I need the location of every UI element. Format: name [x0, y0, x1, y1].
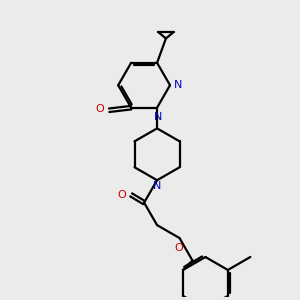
Text: O: O — [118, 190, 126, 200]
Text: N: N — [174, 80, 182, 90]
Text: O: O — [96, 104, 104, 114]
Text: N: N — [153, 182, 161, 191]
Text: N: N — [154, 112, 162, 122]
Text: O: O — [174, 243, 183, 253]
